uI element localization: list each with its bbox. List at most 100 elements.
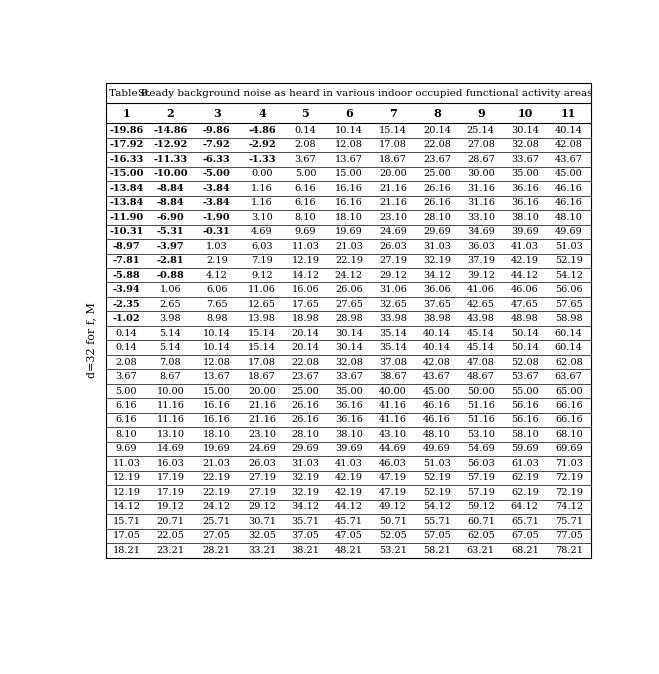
Text: 8: 8 (433, 108, 441, 119)
Text: -14.86: -14.86 (154, 126, 188, 135)
Text: -9.86: -9.86 (203, 126, 231, 135)
Text: 1.03: 1.03 (206, 242, 227, 251)
Text: 51.16: 51.16 (467, 401, 495, 410)
Text: 34.12: 34.12 (423, 271, 451, 280)
Text: 43.98: 43.98 (467, 314, 495, 323)
Text: 59.12: 59.12 (467, 502, 495, 512)
Text: 52.08: 52.08 (511, 358, 538, 367)
Text: 28.10: 28.10 (423, 213, 451, 222)
Text: 52.19: 52.19 (555, 256, 583, 266)
Text: 58.10: 58.10 (511, 430, 538, 439)
Text: 41.03: 41.03 (511, 242, 539, 251)
Text: 20.14: 20.14 (423, 126, 451, 135)
Text: 43.67: 43.67 (423, 372, 451, 381)
Text: 29.12: 29.12 (248, 502, 276, 512)
Text: 12.08: 12.08 (335, 140, 363, 150)
Text: 18.10: 18.10 (335, 213, 363, 222)
Text: 62.08: 62.08 (555, 358, 583, 367)
Text: 0.00: 0.00 (251, 169, 273, 179)
Text: 35.00: 35.00 (335, 386, 363, 396)
Text: Table 8.: Table 8. (109, 89, 150, 98)
Text: 11.06: 11.06 (248, 285, 276, 295)
Text: 60.14: 60.14 (555, 343, 583, 352)
Text: 5.14: 5.14 (159, 329, 181, 338)
Text: 44.12: 44.12 (335, 502, 363, 512)
Text: 6.16: 6.16 (295, 198, 316, 208)
Text: 32.19: 32.19 (423, 256, 451, 266)
Text: 71.03: 71.03 (555, 459, 583, 468)
Text: 7.08: 7.08 (159, 358, 181, 367)
Text: -11.90: -11.90 (109, 213, 144, 222)
Text: 11.16: 11.16 (156, 415, 185, 425)
Text: -1.33: -1.33 (248, 155, 275, 164)
Text: -13.84: -13.84 (109, 184, 144, 193)
Text: 56.16: 56.16 (511, 401, 538, 410)
Text: 41.16: 41.16 (379, 415, 407, 425)
Text: 33.10: 33.10 (467, 213, 495, 222)
Text: -10.31: -10.31 (109, 227, 144, 237)
Text: 65.71: 65.71 (511, 517, 539, 526)
Text: 8.98: 8.98 (206, 314, 227, 323)
Text: 3: 3 (213, 108, 221, 119)
Text: 78.21: 78.21 (555, 546, 583, 555)
Text: 23.10: 23.10 (379, 213, 407, 222)
Text: 51.03: 51.03 (555, 242, 583, 251)
Text: 37.05: 37.05 (291, 531, 320, 541)
Text: 55.71: 55.71 (423, 517, 451, 526)
Text: 33.21: 33.21 (248, 546, 276, 555)
Text: 17.08: 17.08 (379, 140, 407, 150)
Text: 24.12: 24.12 (203, 502, 231, 512)
Text: 5.14: 5.14 (159, 343, 181, 352)
Text: 17.08: 17.08 (248, 358, 276, 367)
Text: 57.19: 57.19 (467, 473, 495, 483)
Text: 11.03: 11.03 (113, 459, 140, 468)
Text: 41.06: 41.06 (467, 285, 495, 295)
Text: -2.81: -2.81 (157, 256, 184, 266)
Text: 32.65: 32.65 (379, 300, 407, 309)
Text: 31.06: 31.06 (379, 285, 407, 295)
Text: 60.71: 60.71 (467, 517, 495, 526)
Text: 23.10: 23.10 (248, 430, 276, 439)
Text: 77.05: 77.05 (555, 531, 583, 541)
Text: 38.10: 38.10 (511, 213, 539, 222)
Text: 5.00: 5.00 (295, 169, 316, 179)
Text: 6.16: 6.16 (115, 415, 137, 425)
Text: 34.12: 34.12 (291, 502, 320, 512)
Text: 26.03: 26.03 (248, 459, 276, 468)
Text: 1: 1 (123, 108, 130, 119)
Text: 6.16: 6.16 (115, 401, 137, 410)
Text: 42.65: 42.65 (467, 300, 495, 309)
Text: 50.00: 50.00 (467, 386, 495, 396)
Text: 22.19: 22.19 (335, 256, 363, 266)
Text: -6.33: -6.33 (203, 155, 231, 164)
Text: 25.14: 25.14 (467, 126, 495, 135)
Text: -16.33: -16.33 (109, 155, 144, 164)
Text: 22.19: 22.19 (203, 473, 231, 483)
Text: 12.19: 12.19 (291, 256, 320, 266)
Text: 49.69: 49.69 (555, 227, 583, 237)
Text: 62.19: 62.19 (511, 473, 539, 483)
Text: 62.19: 62.19 (511, 488, 539, 497)
Text: 68.21: 68.21 (511, 546, 539, 555)
Text: 2.19: 2.19 (206, 256, 227, 266)
Text: 47.05: 47.05 (335, 531, 363, 541)
Text: Steady background noise as heard in various indoor occupied functional activity : Steady background noise as heard in vari… (138, 89, 592, 98)
Text: 0.14: 0.14 (115, 329, 137, 338)
Text: 9.12: 9.12 (251, 271, 273, 280)
Text: 54.69: 54.69 (467, 444, 495, 454)
Text: 44.12: 44.12 (511, 271, 539, 280)
Text: 41.16: 41.16 (379, 401, 407, 410)
Text: 57.19: 57.19 (467, 488, 495, 497)
Text: 0.14: 0.14 (295, 126, 316, 135)
Text: 49.12: 49.12 (379, 502, 407, 512)
Text: 2.08: 2.08 (295, 140, 316, 150)
Text: -3.94: -3.94 (113, 285, 140, 295)
Text: 12.65: 12.65 (248, 300, 276, 309)
Text: 65.00: 65.00 (555, 386, 583, 396)
Text: 36.06: 36.06 (423, 285, 451, 295)
Text: 40.00: 40.00 (379, 386, 407, 396)
Text: 39.69: 39.69 (335, 444, 363, 454)
Text: 20.00: 20.00 (379, 169, 407, 179)
Text: 58.98: 58.98 (555, 314, 583, 323)
Text: 48.10: 48.10 (423, 430, 451, 439)
